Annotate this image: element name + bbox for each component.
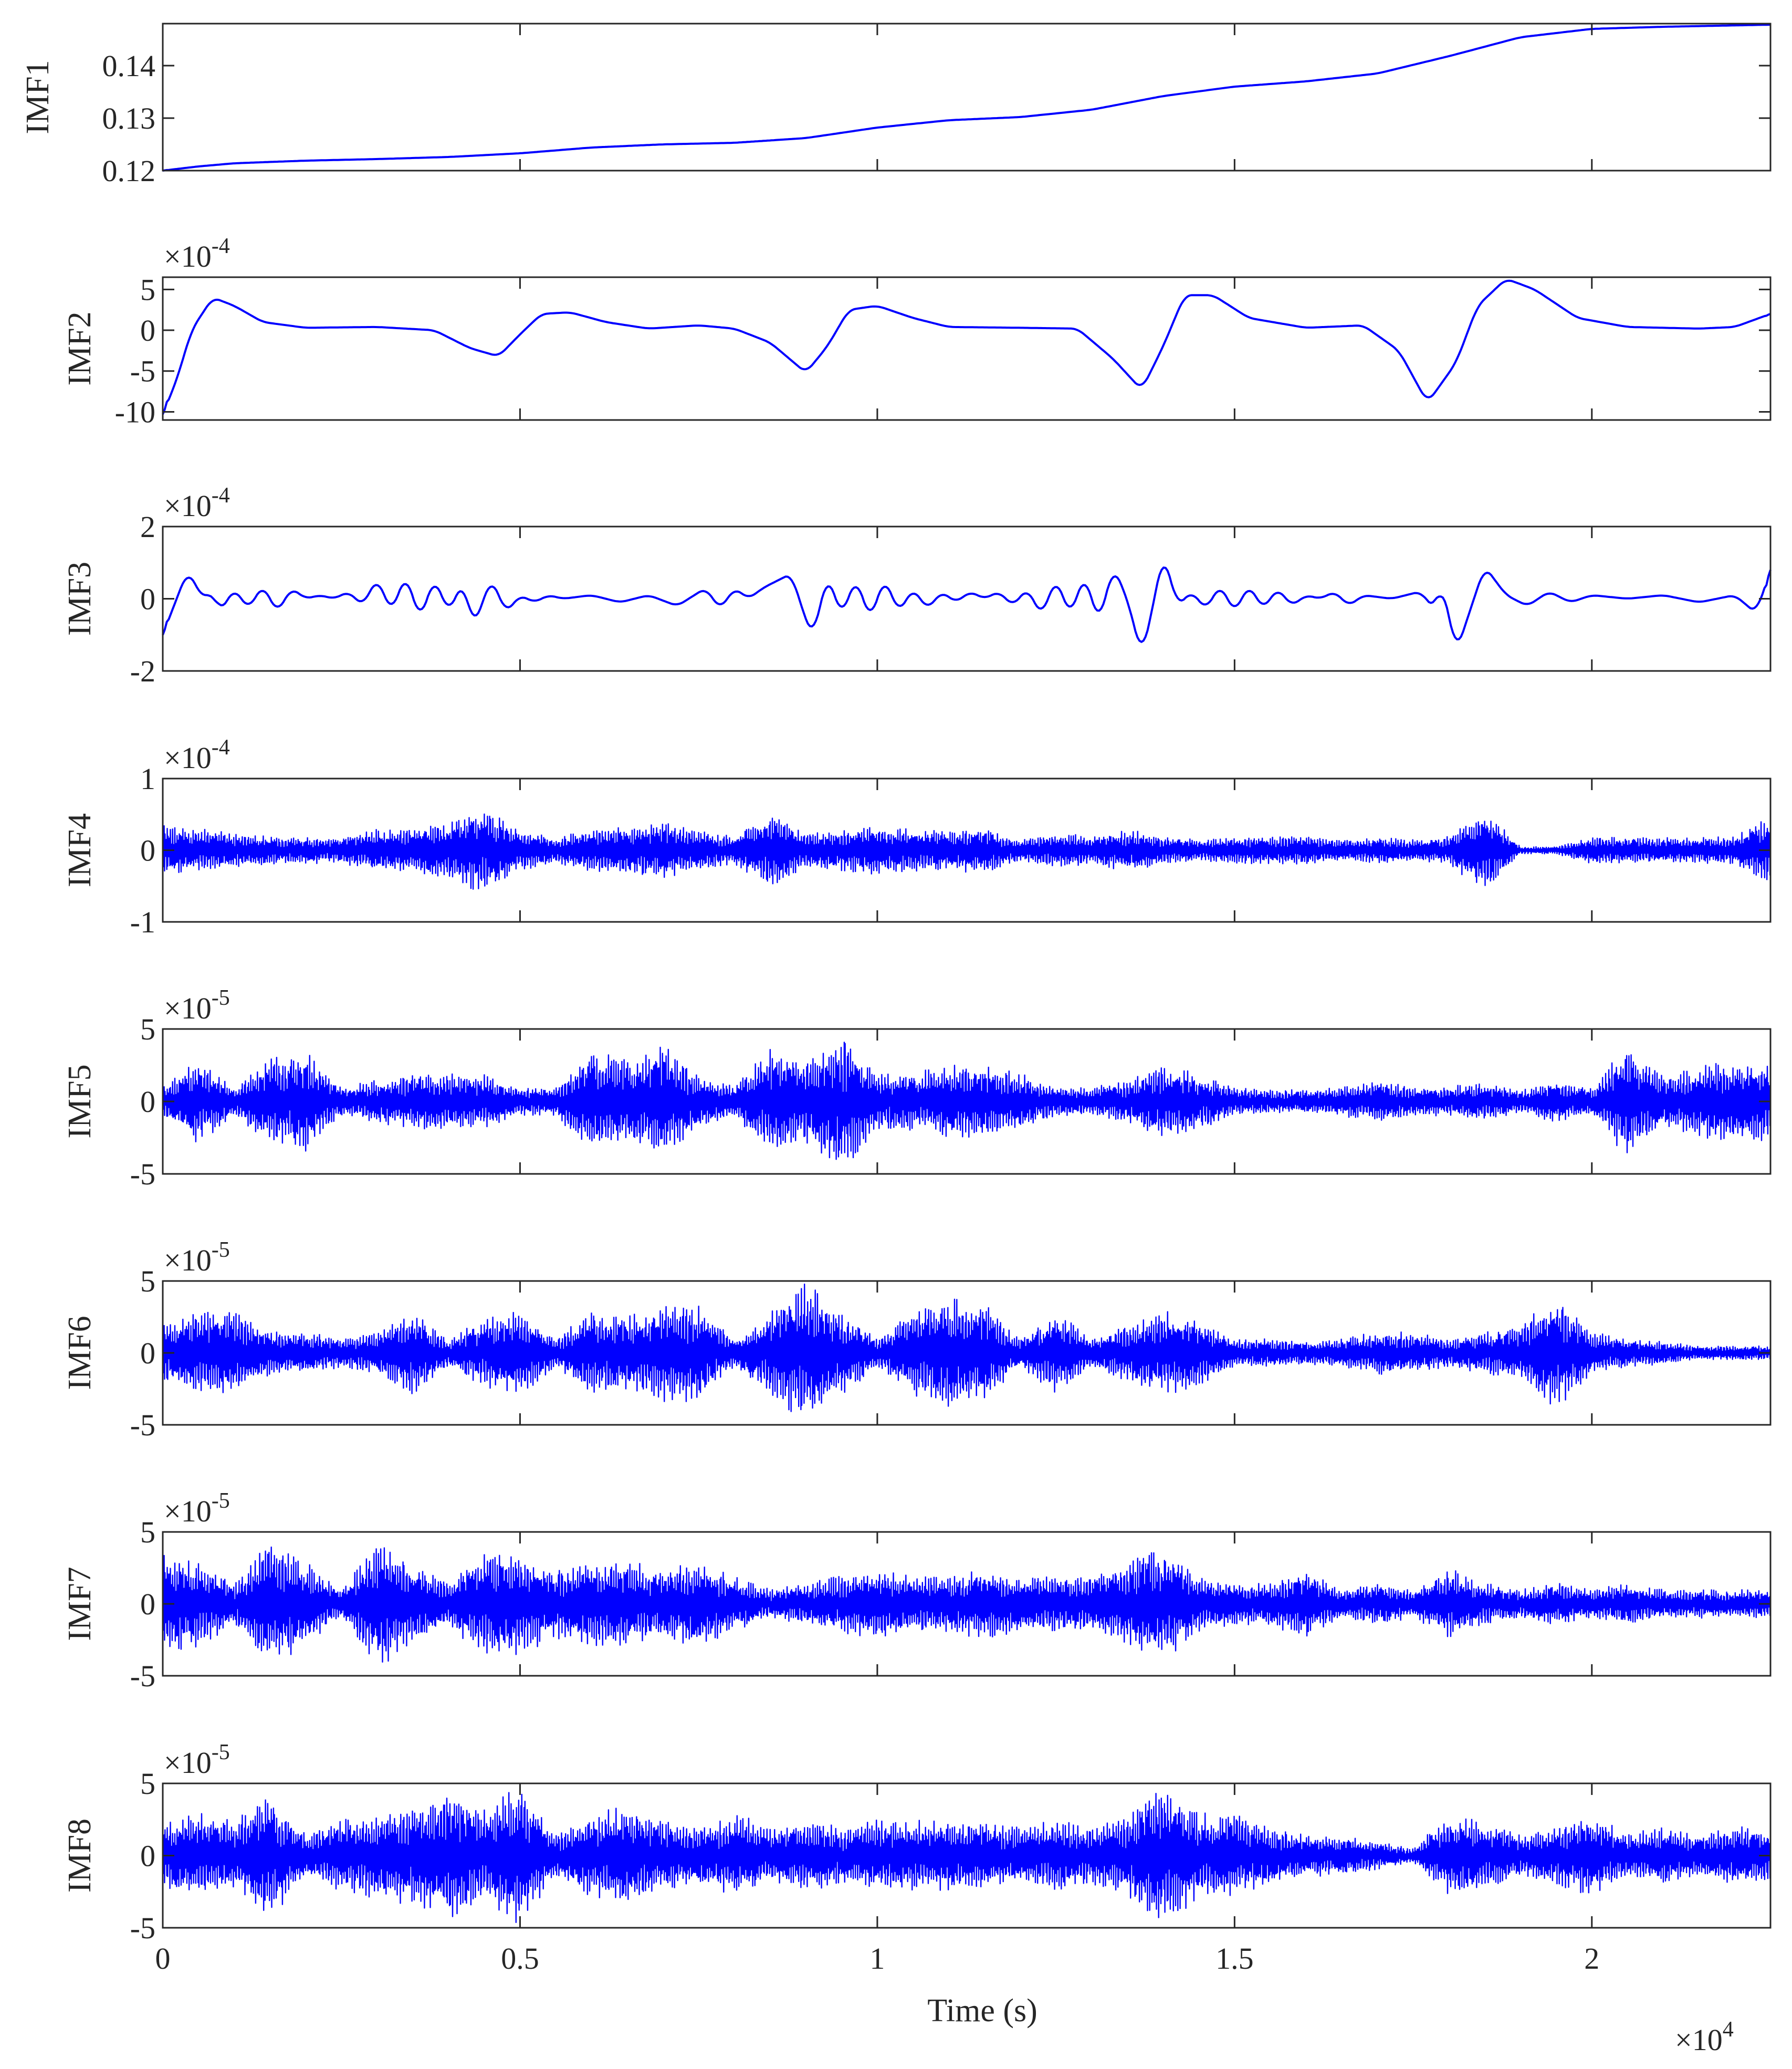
y-tick-label: 0 bbox=[140, 1085, 155, 1119]
y-exponent-label: ×10-4 bbox=[164, 484, 230, 523]
y-tick-label: -1 bbox=[130, 905, 155, 939]
y-tick-label: 0 bbox=[140, 1587, 155, 1621]
plot-frame bbox=[162, 526, 1772, 672]
plot-frame bbox=[162, 23, 1772, 172]
x-tick-label: 2 bbox=[1584, 1941, 1599, 1976]
y-axis-label: IMF7 bbox=[62, 1567, 98, 1641]
y-axis-label: IMF8 bbox=[62, 1819, 98, 1893]
y-tick-label: 0 bbox=[140, 582, 155, 616]
subplot-imf1: 0.12 0.13 0.14 IMF1 bbox=[20, 23, 1772, 188]
y-tick-label: 5 bbox=[140, 1012, 155, 1046]
y-tick-label: -5 bbox=[130, 1659, 155, 1693]
y-tick-label: 5 bbox=[140, 1515, 155, 1549]
y-tick-label: 0 bbox=[140, 1839, 155, 1873]
y-axis-label: IMF1 bbox=[20, 60, 56, 134]
series-line-imf3 bbox=[162, 566, 1772, 643]
y-tick-label: 0.13 bbox=[102, 101, 156, 135]
subplot-imf2: -10 -5 0 5 IMF2 ×10-4 bbox=[62, 234, 1772, 429]
y-tick-label: 0.14 bbox=[102, 49, 156, 83]
y-axis-label: IMF6 bbox=[62, 1316, 98, 1390]
x-tick-label: 1.5 bbox=[1215, 1941, 1254, 1976]
y-tick-label: -5 bbox=[130, 1911, 155, 1945]
y-tick-label: -5 bbox=[130, 354, 155, 388]
y-tick-label: 0 bbox=[140, 1336, 155, 1370]
y-exponent-label: ×10-5 bbox=[164, 1740, 230, 1780]
y-tick-label: 5 bbox=[140, 1264, 155, 1298]
series-line-imf7 bbox=[162, 1546, 1772, 1663]
x-axis-label: Time (s) bbox=[927, 1993, 1038, 2029]
y-axis-label: IMF2 bbox=[62, 311, 98, 385]
series-line-imf2 bbox=[162, 279, 1771, 415]
shared-x-axis: 0 0.5 1 1.5 2 Time (s) ×104 bbox=[155, 1941, 1734, 2057]
y-exponent-label: ×10-5 bbox=[164, 986, 230, 1025]
series-line-imf1 bbox=[162, 24, 1771, 172]
y-tick-label: 2 bbox=[140, 510, 155, 544]
series-line-imf6 bbox=[162, 1283, 1772, 1412]
y-tick-label: 5 bbox=[140, 1767, 155, 1801]
y-exponent-label: ×10-5 bbox=[164, 1489, 230, 1528]
subplot-imf5: -5 0 5 IMF5 ×10-5 bbox=[62, 986, 1772, 1191]
x-tick-label: 0.5 bbox=[501, 1941, 539, 1976]
subplot-stack: 0.120.130.14IMF1-10-505IMF2×10-4-202IMF3… bbox=[20, 23, 1772, 1945]
x-exponent-label: ×104 bbox=[1675, 2018, 1734, 2057]
series-line-imf4 bbox=[162, 813, 1772, 890]
subplot-imf6: -5 0 5 IMF6 ×10-5 bbox=[62, 1238, 1772, 1442]
subplot-imf7: -5 0 5 IMF7 ×10-5 bbox=[62, 1489, 1772, 1693]
subplot-imf4: -1 0 1 IMF4 ×10-4 bbox=[62, 736, 1772, 939]
y-exponent-label: ×10-4 bbox=[164, 234, 230, 274]
x-tick-label: 0 bbox=[155, 1941, 171, 1976]
subplot-imf3: -2 0 2 IMF3 ×10-4 bbox=[62, 484, 1772, 688]
series-line-imf8 bbox=[162, 1792, 1772, 1923]
plot-frame bbox=[162, 276, 1772, 421]
y-tick-label: 0 bbox=[140, 834, 155, 868]
y-tick-label: 0.12 bbox=[102, 154, 156, 188]
y-tick-label: 0 bbox=[140, 313, 155, 348]
y-axis-label: IMF3 bbox=[62, 562, 98, 636]
y-tick-label: -10 bbox=[115, 395, 155, 429]
x-tick-label: 1 bbox=[869, 1941, 885, 1976]
y-axis-label: IMF4 bbox=[62, 813, 98, 887]
y-tick-label: -5 bbox=[130, 1408, 155, 1442]
y-axis-label: IMF5 bbox=[62, 1064, 98, 1138]
y-tick-label: 5 bbox=[140, 272, 155, 307]
y-tick-label: 1 bbox=[140, 762, 155, 796]
y-tick-label: -2 bbox=[130, 654, 155, 688]
y-exponent-label: ×10-4 bbox=[164, 736, 230, 775]
subplot-imf8: -5 0 5 IMF8 ×10-5 bbox=[62, 1740, 1772, 1945]
y-tick-label: -5 bbox=[130, 1157, 155, 1191]
y-exponent-label: ×10-5 bbox=[164, 1238, 230, 1277]
series-line-imf5 bbox=[162, 1042, 1772, 1160]
